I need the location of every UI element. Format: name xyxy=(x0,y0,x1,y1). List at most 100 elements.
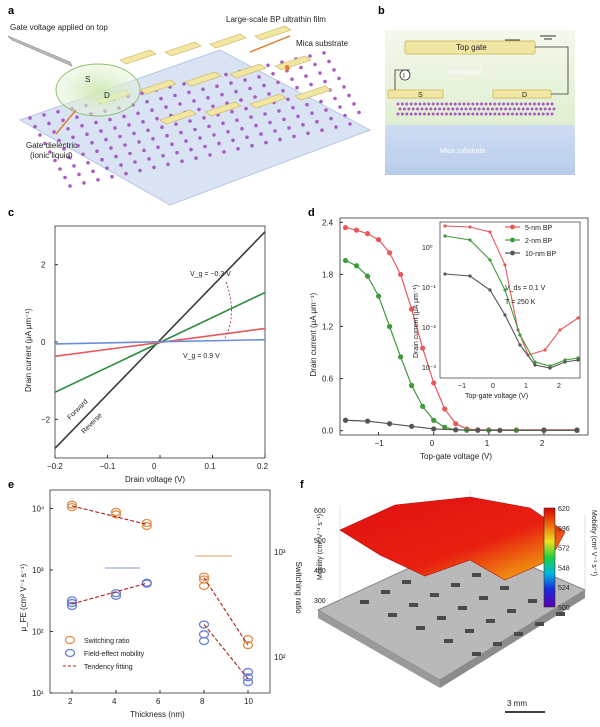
chart-d-inset-point xyxy=(563,360,567,364)
bp-layer-b xyxy=(396,102,556,116)
bp-atom xyxy=(136,111,140,116)
bp-atom xyxy=(159,96,163,101)
bp-atom xyxy=(215,84,219,88)
bp-atom-b xyxy=(458,102,462,106)
bp-atom xyxy=(264,140,268,145)
bp-atom xyxy=(187,90,191,95)
chart-d-inset-point xyxy=(503,288,507,292)
bp-atom xyxy=(146,128,150,133)
chart-d-inset-point xyxy=(533,360,537,364)
bp-atom xyxy=(96,178,100,182)
device-marker xyxy=(528,599,537,603)
bp-atom-b xyxy=(486,107,490,111)
chart-d-inset-xtick-label: 2 xyxy=(557,383,561,390)
panel-e: e 2 4 6 8 10 10¹ 10² 10³ 10⁴ 10² 10³ Thickness (nm)… xyxy=(8,479,303,719)
bp-atom-b xyxy=(534,107,538,111)
bp-atom-b xyxy=(493,102,497,106)
chart-d-inset-ylabel: Drain current (μA μm⁻¹) xyxy=(413,285,420,358)
electrode-pad xyxy=(159,109,197,125)
source-electrode-b xyxy=(387,89,444,99)
bp-atom xyxy=(151,137,155,141)
bp-atom xyxy=(287,126,291,130)
bp-atom xyxy=(271,72,275,76)
bp-atom-b xyxy=(541,102,545,106)
bp-atom-b xyxy=(468,107,472,111)
callout-bp-film: Large-scale BP ultrathin film xyxy=(226,15,326,24)
device-marker xyxy=(479,596,488,600)
bp-atom xyxy=(127,123,131,127)
chart-e-point xyxy=(66,598,78,608)
bp-atom xyxy=(245,135,249,139)
bp-atom xyxy=(61,118,65,123)
bp-atom xyxy=(119,163,123,167)
bp-atom-b xyxy=(411,107,415,111)
chart-d-inset-xlabel: Top-gate voltage (V) xyxy=(465,393,528,400)
bp-atom xyxy=(47,121,51,126)
bp-atom xyxy=(266,63,270,68)
bp-atom xyxy=(90,140,94,145)
arrow-bp-film xyxy=(249,35,291,53)
chart-d-inset-ytick-label: 10⁰ xyxy=(422,244,433,252)
chart-d-inset-point xyxy=(558,328,562,332)
bp-atom-b xyxy=(488,102,492,106)
bp-atom-b xyxy=(409,102,413,106)
chart-e-frame xyxy=(49,489,271,694)
bp-atom-b xyxy=(550,112,554,116)
bp-atom xyxy=(324,108,328,112)
bp-atom-b xyxy=(453,102,457,106)
bp-atom-b xyxy=(471,102,475,106)
chart-e-legend-label: Field-effect mobility xyxy=(84,651,145,658)
bp-atom xyxy=(301,123,305,127)
chart-d-point xyxy=(453,427,459,433)
chart-d-point xyxy=(431,417,437,423)
bp-atom-b xyxy=(462,102,466,106)
bp-atom xyxy=(140,91,144,95)
bp-atom xyxy=(248,86,252,91)
bp-atom-b xyxy=(515,102,519,106)
bp-atom-b xyxy=(495,107,499,111)
chart-d-inset-xtick-label: 0 xyxy=(491,383,495,390)
bp-atom xyxy=(313,62,317,67)
bp-atom-b xyxy=(528,102,532,106)
panel-d: d −1 0 1 2 0.0 0.6 1.2 1.8 2.4 Top-gate voltage (… xyxy=(308,207,589,461)
bp-atom xyxy=(309,82,313,87)
panel-d-label: d xyxy=(308,207,315,219)
bp-atom xyxy=(38,133,42,137)
chart-d-inset-point xyxy=(548,366,552,370)
chart-e-xtick-label: 10 xyxy=(244,697,253,706)
bp-atom xyxy=(207,124,211,129)
chart-e-fit-line xyxy=(71,505,147,525)
bp-atom xyxy=(189,147,193,152)
bp-atom xyxy=(63,175,67,180)
device-marker xyxy=(416,626,425,630)
bp-atom-b xyxy=(508,107,512,111)
source-label-b: S xyxy=(418,92,423,99)
bp-atom-b xyxy=(532,102,536,106)
bp-atom-b xyxy=(416,107,420,111)
bp-atom xyxy=(175,150,179,155)
bp-atom xyxy=(184,139,188,143)
bp-atom xyxy=(66,127,70,131)
chart-d-inset-point xyxy=(576,316,580,320)
bp-atom xyxy=(76,144,80,148)
bp-atom-b xyxy=(414,112,418,116)
chart-e-point xyxy=(110,588,122,598)
chart-d-point xyxy=(375,237,382,243)
chart-d-point xyxy=(431,426,437,432)
chart-f-colorbar-tick-label: 500 xyxy=(558,605,570,612)
chart-e-ytick-right-label: 10² xyxy=(274,653,286,662)
bp-atom xyxy=(332,68,336,72)
bp-atom-b xyxy=(530,107,534,111)
bp-atom xyxy=(94,120,98,125)
bp-atom xyxy=(42,113,46,117)
chart-e-ytick-label: 10³ xyxy=(32,566,44,575)
bp-atom xyxy=(192,99,196,103)
bp-atom-b xyxy=(442,107,446,111)
bp-atom-b xyxy=(528,112,532,116)
bp-atom-b xyxy=(484,102,488,106)
bp-atom xyxy=(240,126,244,131)
bp-atom xyxy=(250,143,254,148)
bp-atom xyxy=(202,116,206,120)
bp-atom xyxy=(71,135,75,140)
